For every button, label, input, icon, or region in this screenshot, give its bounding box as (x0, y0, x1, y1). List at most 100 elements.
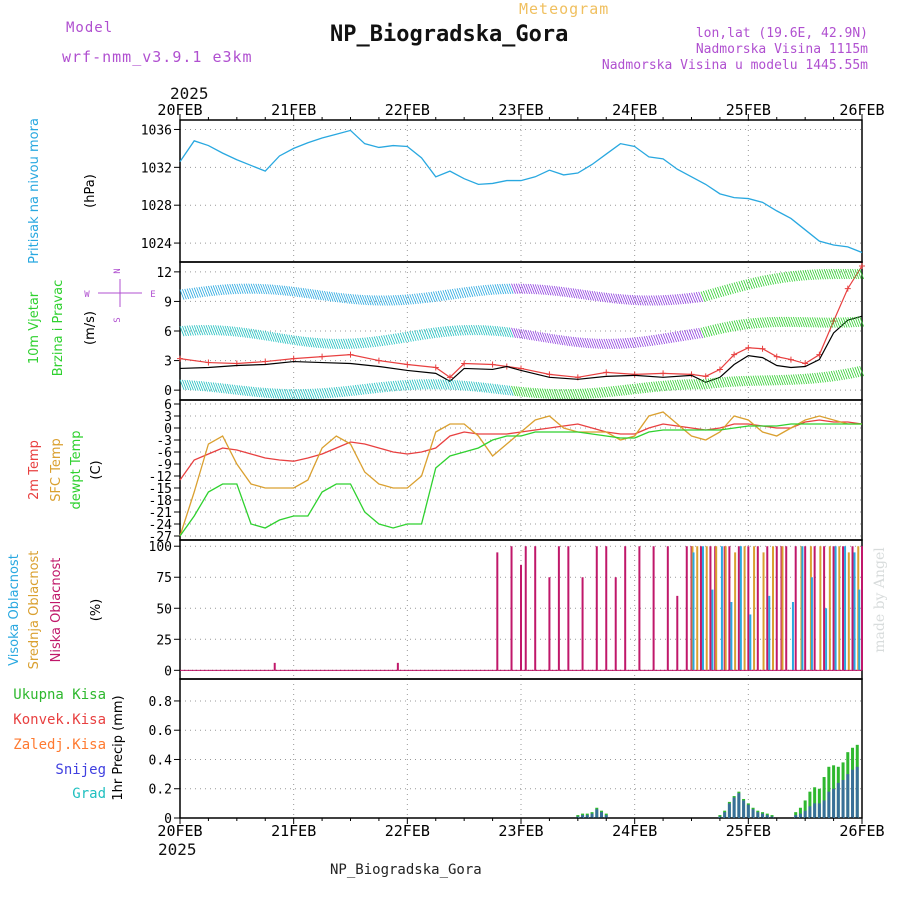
wind-barb (549, 388, 554, 400)
wind-barb (783, 316, 789, 328)
wind-barb (575, 337, 580, 348)
wind-barb (766, 317, 772, 328)
wind-barb (769, 274, 775, 285)
wind-barb (598, 291, 604, 303)
wind-barb (245, 328, 251, 339)
wind-barb (243, 283, 249, 294)
wind-barb (579, 337, 585, 348)
wind-barb (565, 388, 571, 400)
snow-bar (718, 816, 722, 818)
wind-barb (319, 388, 325, 399)
wind-barb (430, 291, 436, 303)
wind-barb (729, 376, 734, 387)
wind-barb (307, 388, 313, 400)
wind-barb (411, 293, 417, 305)
wind-barb (418, 293, 424, 304)
wind-barb (705, 378, 711, 389)
wind-barb (461, 325, 467, 336)
wind-barb (764, 375, 770, 386)
wind-barb (456, 288, 462, 299)
wind-barb (331, 338, 336, 349)
wind-barb (340, 338, 346, 350)
date-label-top: 20FEB (157, 101, 202, 119)
wind-barb (700, 327, 706, 338)
wind-barb (501, 384, 507, 396)
wind-barb (674, 294, 680, 305)
model-label: Model (66, 20, 114, 36)
wind-barb (603, 338, 609, 350)
wind-barb (409, 331, 415, 342)
wind-barb (634, 295, 640, 306)
wind-barb (729, 321, 734, 332)
dewpoint-axis-title: dewpt Temp (69, 430, 84, 509)
wind-barb (833, 268, 838, 280)
gust-marker (319, 353, 326, 360)
wind-barb (662, 295, 668, 306)
wind-barb (676, 331, 682, 342)
wind-barb (660, 333, 666, 345)
y-tick-label: 50 (156, 602, 172, 617)
wind-barb (404, 331, 410, 343)
wind-barb (631, 294, 637, 306)
wind-barb (281, 285, 287, 296)
gust-marker (731, 351, 738, 358)
wind-barb (771, 316, 777, 328)
wind-barb (300, 336, 306, 347)
wind-barb (565, 335, 571, 347)
wind-barb (814, 269, 820, 280)
wind-barb (404, 379, 410, 391)
dewpoint-line (179, 423, 862, 537)
wind-barb (440, 379, 445, 390)
gust-marker (347, 351, 354, 358)
wind-barb (804, 317, 810, 328)
wind-barb (610, 338, 616, 349)
wind-barb (208, 285, 213, 297)
wind-barb (478, 382, 483, 393)
wind-barb (833, 370, 838, 381)
wind-barb (354, 338, 360, 349)
gust-marker (603, 369, 610, 376)
wind-barb (487, 284, 493, 295)
wind-barb (376, 382, 381, 393)
wind-barb (537, 388, 542, 399)
wind-barb (309, 288, 315, 300)
wind-barb (390, 295, 396, 306)
wind-barb (752, 375, 758, 386)
wind-barb (643, 382, 649, 393)
wind-barb (601, 338, 606, 349)
wind-barb (279, 388, 284, 399)
wind-barb (688, 379, 694, 390)
wind-barb (295, 335, 301, 346)
wind-barb (425, 292, 431, 303)
wind-barb (234, 326, 239, 337)
wind-barb (669, 380, 675, 391)
wind-barb (236, 283, 242, 295)
wind-barb (345, 385, 351, 397)
wind-key-w: W (84, 290, 90, 300)
wind-barb (698, 379, 703, 390)
wind-barb (293, 389, 299, 400)
wind-barb (745, 279, 751, 290)
wind-barb (721, 322, 727, 333)
wind-barb (544, 284, 550, 296)
wind-barb (605, 386, 611, 398)
wind-barb (615, 338, 621, 349)
wind-axis-title: 10m Vjetar (27, 291, 42, 364)
wind-barb (551, 333, 557, 345)
wind-barb (421, 379, 426, 390)
wind-barb (785, 316, 791, 328)
wind-barb (774, 273, 779, 284)
wind-barb (369, 336, 374, 348)
wind-barb (795, 374, 801, 385)
wind-barb (781, 272, 786, 283)
wind-barb (811, 317, 817, 328)
wind-key-e: E (150, 290, 155, 300)
wind-barb (845, 368, 850, 379)
wind-barb (371, 295, 377, 306)
wind-barb (648, 335, 654, 346)
mean-wind-line (179, 315, 863, 383)
wind-barb (430, 327, 436, 339)
wind-barb (530, 283, 535, 295)
wind-barb (243, 385, 249, 397)
